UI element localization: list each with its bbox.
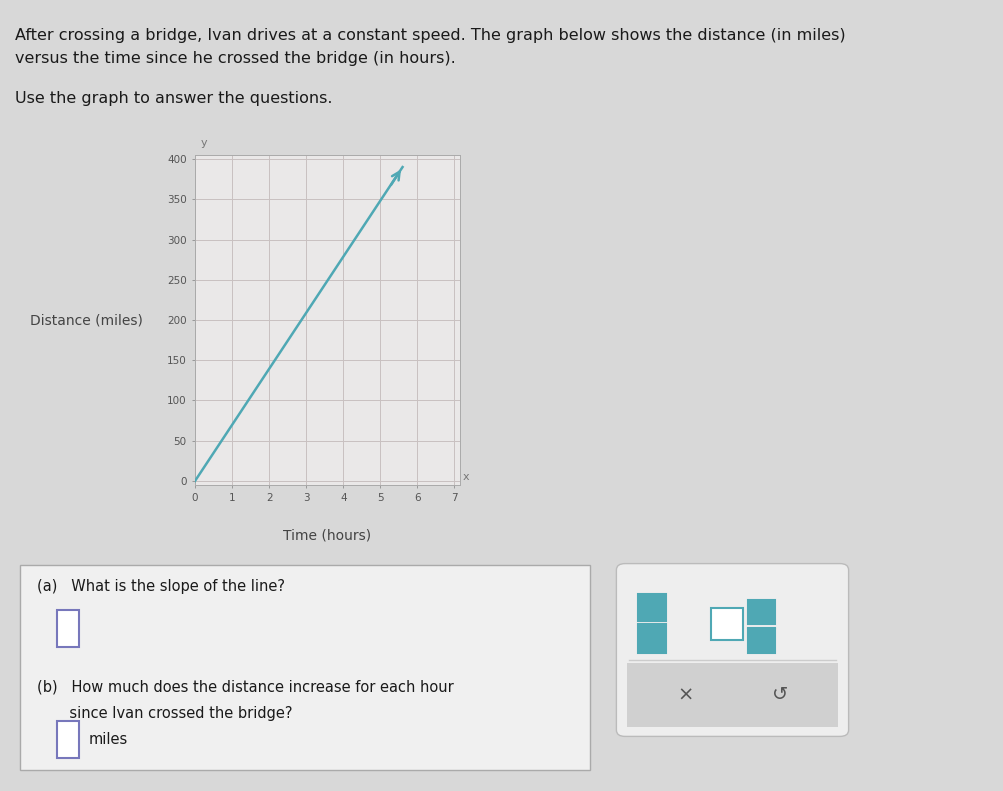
Text: y: y [201,138,207,149]
FancyBboxPatch shape [747,600,774,624]
Text: Time (hours): Time (hours) [283,528,371,543]
FancyBboxPatch shape [627,663,838,727]
FancyBboxPatch shape [57,610,78,647]
FancyBboxPatch shape [747,629,774,653]
FancyBboxPatch shape [20,565,590,770]
FancyBboxPatch shape [710,608,742,641]
Text: miles: miles [88,732,127,747]
Text: (b)   How much does the distance increase for each hour: (b) How much does the distance increase … [37,679,453,694]
Text: ×: × [676,685,693,704]
Text: x: x [462,471,468,482]
Text: versus the time since he crossed the bridge (in hours).: versus the time since he crossed the bri… [15,51,455,66]
FancyBboxPatch shape [637,594,665,621]
Text: Distance (miles): Distance (miles) [30,313,142,327]
FancyBboxPatch shape [637,626,665,653]
Text: Use the graph to answer the questions.: Use the graph to answer the questions. [15,91,332,106]
FancyBboxPatch shape [616,564,848,736]
Text: since Ivan crossed the bridge?: since Ivan crossed the bridge? [37,706,292,721]
Text: After crossing a bridge, Ivan drives at a constant speed. The graph below shows : After crossing a bridge, Ivan drives at … [15,28,845,43]
Text: ↺: ↺ [771,685,787,704]
FancyBboxPatch shape [57,721,78,758]
Text: (a)   What is the slope of the line?: (a) What is the slope of the line? [37,579,285,594]
